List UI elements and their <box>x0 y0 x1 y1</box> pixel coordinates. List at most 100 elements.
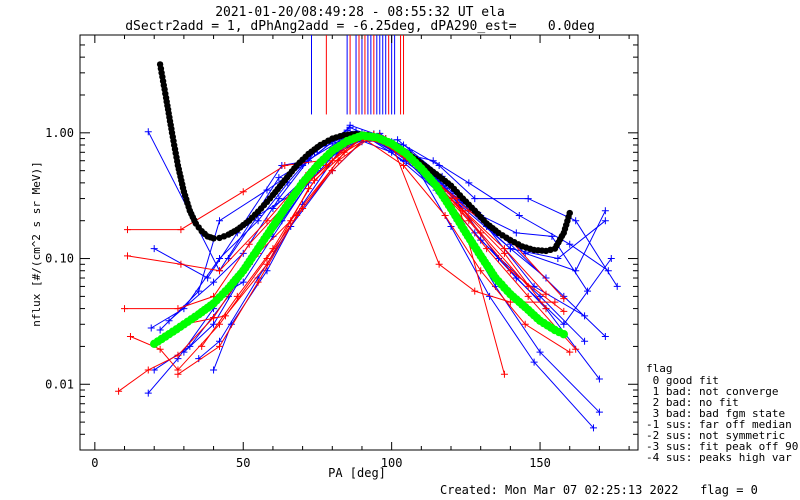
data-point-plus <box>216 255 223 263</box>
curve-dot <box>210 235 217 242</box>
series-line <box>257 134 547 309</box>
data-point-plus <box>394 136 402 144</box>
vertical-marker-lines <box>311 35 405 115</box>
data-point-plus <box>584 287 592 295</box>
data-point-plus <box>150 366 158 374</box>
data-point-plus <box>216 267 223 275</box>
data-point-plus <box>198 342 206 350</box>
data-series <box>150 132 603 416</box>
data-point-plus <box>465 179 473 187</box>
footer-text: Created: Mon Mar 07 02:25:13 2022 flag =… <box>440 483 758 497</box>
data-point-plus <box>156 345 164 353</box>
data-point-plus <box>512 229 520 237</box>
y-tick-label: 1.00 <box>45 126 74 140</box>
data-point-plus <box>601 332 609 340</box>
data-point-plus <box>144 366 152 374</box>
series-line <box>177 134 547 375</box>
x-tick-label: 50 <box>236 456 250 470</box>
data-point-plus <box>275 174 283 182</box>
data-point-plus <box>346 124 354 132</box>
fit-curve-green <box>150 131 568 348</box>
data-point-plus <box>595 375 603 383</box>
series-line <box>159 129 609 331</box>
series-line <box>124 138 555 310</box>
x-tick-label: 0 <box>91 456 98 470</box>
data-point-plus <box>400 161 408 169</box>
data-point-plus <box>471 287 479 295</box>
data-point-plus <box>536 348 544 356</box>
data-point-plus <box>121 305 129 313</box>
legend-title: flag <box>646 362 673 375</box>
y-tick-label: 0.10 <box>45 252 74 266</box>
legend-entry: 3 bad: bad fgm state <box>646 407 785 420</box>
data-point-plus <box>287 217 295 225</box>
legend-entry: -3 sus: fit peak off 90 <box>646 440 798 453</box>
data-point-plus <box>123 252 131 260</box>
data-point-plus <box>524 195 532 203</box>
data-point-plus <box>233 292 241 300</box>
legend-entry: 0 good fit <box>646 374 719 387</box>
data-series <box>144 121 597 432</box>
data-point-plus <box>254 278 262 286</box>
data-point-plus <box>542 274 550 282</box>
data-point-plus <box>281 161 289 169</box>
data-point-plus <box>435 161 443 169</box>
data-point-plus <box>581 312 589 320</box>
legend-entry: 1 bad: not converge <box>646 385 778 398</box>
legend-entry: 2 bad: no fit <box>646 396 739 409</box>
data-point-plus <box>441 211 449 219</box>
data-point-plus <box>115 387 123 395</box>
data-point-plus <box>542 290 550 298</box>
data-point-plus <box>174 370 182 378</box>
data-point-plus <box>126 332 134 340</box>
legend-entry: -2 sus: not symmetric <box>646 429 785 442</box>
curve-dot <box>566 209 573 217</box>
data-point-plus <box>471 229 479 237</box>
series-layer <box>115 61 621 432</box>
data-point-plus <box>180 348 188 356</box>
data-point-plus <box>310 176 318 184</box>
data-point-plus <box>607 255 615 263</box>
data-point-plus <box>269 205 277 213</box>
series-line <box>118 136 570 392</box>
y-axis-label: nflux [#/(cm^2 s sr MeV)] <box>30 161 43 327</box>
plot-area: 0 50 100 150 0.01 0.10 1.00 <box>45 34 639 470</box>
data-point-plus <box>554 255 562 263</box>
data-point-plus <box>572 345 580 353</box>
data-point-plus <box>477 267 485 275</box>
data-point-plus <box>566 348 574 356</box>
chart-title: 2021-01-20/08:49:28 - 08:55:32 UT ela <box>215 5 505 20</box>
data-point-plus <box>275 195 283 203</box>
legend: flag 0 good fit 1 bad: not converge 2 ba… <box>646 362 798 464</box>
data-point-plus <box>263 260 271 268</box>
data-point-plus <box>506 245 514 253</box>
data-point-plus <box>595 408 603 416</box>
data-point-plus <box>388 148 396 156</box>
data-point-plus <box>195 287 203 295</box>
data-point-plus <box>156 326 164 334</box>
data-point-plus <box>147 324 155 332</box>
data-point-plus <box>506 267 514 275</box>
data-point-plus <box>204 274 212 282</box>
data-series <box>269 133 592 295</box>
data-point-plus <box>536 292 544 300</box>
curve-dot <box>559 330 568 339</box>
data-point-plus <box>548 232 556 240</box>
data-point-plus <box>174 305 182 313</box>
data-point-plus <box>144 128 152 136</box>
data-point-plus <box>245 240 253 248</box>
data-point-plus <box>560 295 568 303</box>
data-point-plus <box>542 305 550 313</box>
data-point-plus <box>144 389 152 397</box>
series-line <box>183 138 565 325</box>
data-point-plus <box>459 207 467 215</box>
data-point-plus <box>483 245 491 253</box>
y-tick-label: 0.01 <box>45 377 74 391</box>
data-point-plus <box>581 337 589 345</box>
data-point-plus <box>210 278 218 286</box>
data-point-plus <box>566 240 574 248</box>
x-tick-label: 150 <box>529 456 551 470</box>
x-axis-label: PA [deg] <box>328 466 386 480</box>
series-line <box>147 130 547 279</box>
